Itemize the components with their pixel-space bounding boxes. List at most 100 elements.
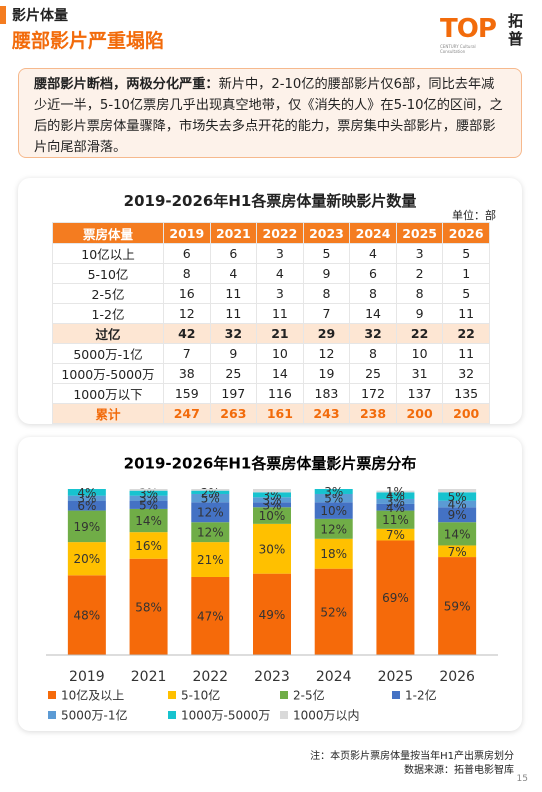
- data-label: 12%: [197, 526, 224, 540]
- logo-cn: 拓普: [508, 12, 524, 48]
- table-cell: 22: [395, 323, 444, 344]
- x-tick-label: 2025: [378, 669, 414, 685]
- table-cell: 2-5亿: [52, 283, 164, 304]
- bar-segment: [314, 518, 353, 539]
- bar-segment: [314, 489, 353, 494]
- bar-segment: [191, 542, 230, 577]
- table-row: 2-5亿 16 11 3 8 8 8 5: [52, 283, 490, 304]
- data-label: 12%: [197, 506, 224, 520]
- table-cell: 5-10亿: [52, 263, 164, 284]
- section-label: 影片体量: [12, 8, 68, 24]
- data-label: 47%: [197, 609, 224, 623]
- data-table: 票房体量 2019 2021 2022 2023 2024 2025 2026 10亿以上 6 6 3…: [52, 222, 490, 424]
- table-cell: 183: [302, 383, 351, 404]
- table-row: 10亿以上 6 6 3 5 4 3 5: [52, 243, 490, 264]
- table-cell: 6: [349, 263, 397, 284]
- table-cell: 1000万以下: [52, 383, 164, 404]
- table-cell: 10: [256, 343, 304, 364]
- table-row: 5000万-1亿 7 9 10 12 8 10 11: [52, 343, 490, 364]
- bar-segment: [438, 489, 477, 493]
- table-cell: 累计: [52, 403, 164, 424]
- bar-segment: [67, 500, 106, 511]
- chart-title: 2019-2026年H1各票房体量影片票房分布: [124, 455, 417, 473]
- data-label: 52%: [320, 605, 347, 619]
- legend-swatch: [392, 691, 400, 699]
- logo-tagline: CENTURY Cultural Consultation: [440, 44, 476, 54]
- data-label: 18%: [320, 547, 347, 561]
- table-cell: 1000万-5000万: [52, 363, 164, 384]
- bar-segment: [376, 503, 415, 511]
- bar-segment: [67, 489, 106, 496]
- table-cell: 过亿: [52, 323, 164, 344]
- x-tick-label: 2024: [316, 669, 352, 685]
- table-cell: 8: [163, 263, 211, 284]
- bar-segment: [253, 507, 291, 524]
- table-cell: 3: [256, 243, 304, 264]
- table-cell: 25: [209, 363, 258, 384]
- x-tick-label: 2026: [439, 669, 475, 685]
- table-cell: 22: [442, 323, 490, 344]
- bar-segment: [314, 502, 353, 519]
- bar-segment: [253, 523, 291, 574]
- data-label: 14%: [135, 514, 162, 528]
- table-cell: 31: [395, 363, 444, 384]
- legend-label: 2-5亿: [293, 688, 325, 703]
- table-cell: 7: [163, 343, 211, 364]
- data-label: 12%: [320, 522, 347, 536]
- table-cell: 8: [302, 283, 351, 304]
- data-label: 16%: [135, 539, 162, 553]
- legend-swatch: [48, 691, 56, 699]
- bar-segment: [67, 542, 106, 576]
- table-cell: 2025: [395, 222, 444, 244]
- table-cell: 263: [209, 403, 258, 424]
- bar-segment: [129, 489, 168, 491]
- table-cell: 42: [163, 323, 211, 344]
- table-cell: 32: [442, 363, 490, 384]
- bar-segment: [253, 573, 291, 655]
- data-label: 6%: [77, 499, 96, 513]
- bar-segment: [253, 492, 291, 498]
- bar-segment: [67, 575, 106, 655]
- table-row: 1-2亿 12 11 11 7 14 9 11: [52, 303, 490, 324]
- table-cell: 2019: [163, 222, 211, 244]
- table-cell: 21: [256, 323, 304, 344]
- data-label: 2%: [201, 486, 220, 500]
- bar-segment: [314, 568, 353, 655]
- legend-swatch: [280, 711, 288, 719]
- bar-segment: [191, 493, 230, 503]
- data-label: 5%: [324, 492, 343, 506]
- footnote: 注：本页影片票房体量按当年H1产出票房划分: [310, 751, 514, 762]
- bar-segment: [129, 490, 168, 496]
- table-row: 票房体量 2019 2021 2022 2023 2024 2025 2026: [52, 222, 490, 244]
- bar-segment: [191, 490, 230, 494]
- table-cell: 159: [163, 383, 211, 404]
- bar-segment: [376, 498, 415, 504]
- bar-segment: [191, 502, 230, 523]
- data-label: 69%: [382, 591, 409, 605]
- bar-segment: [376, 490, 415, 493]
- bar-segment: [129, 558, 168, 655]
- table-cell: 10亿以上: [52, 243, 164, 264]
- bar-segment: [191, 489, 230, 491]
- legend-swatch: [168, 691, 176, 699]
- table-cell: 6: [163, 243, 211, 264]
- data-label: 7%: [386, 528, 405, 542]
- table-cell: 38: [163, 363, 211, 384]
- bar-segment: [67, 495, 106, 501]
- table-cell: 116: [256, 383, 304, 404]
- table-cell: 238: [349, 403, 397, 424]
- table-cell: 197: [209, 383, 258, 404]
- table-title: 2019-2026年H1各票房体量新映影片数量: [123, 192, 417, 210]
- chart-card: 2019-2026年H1各票房体量影片票房分布 48% 20% 19% 6% 3% 4% 2…: [18, 437, 522, 731]
- bar-segment: [253, 497, 291, 503]
- table-cell: 2026: [442, 222, 490, 244]
- bar-segment: [376, 510, 415, 529]
- data-label: 4%: [386, 501, 405, 515]
- table-cell: 161: [256, 403, 304, 424]
- legend-label: 5-10亿: [181, 688, 220, 703]
- bar-segment: [438, 507, 477, 523]
- data-label: 14%: [444, 527, 471, 541]
- table-cell: 9: [395, 303, 444, 324]
- bar-segment: [438, 522, 477, 546]
